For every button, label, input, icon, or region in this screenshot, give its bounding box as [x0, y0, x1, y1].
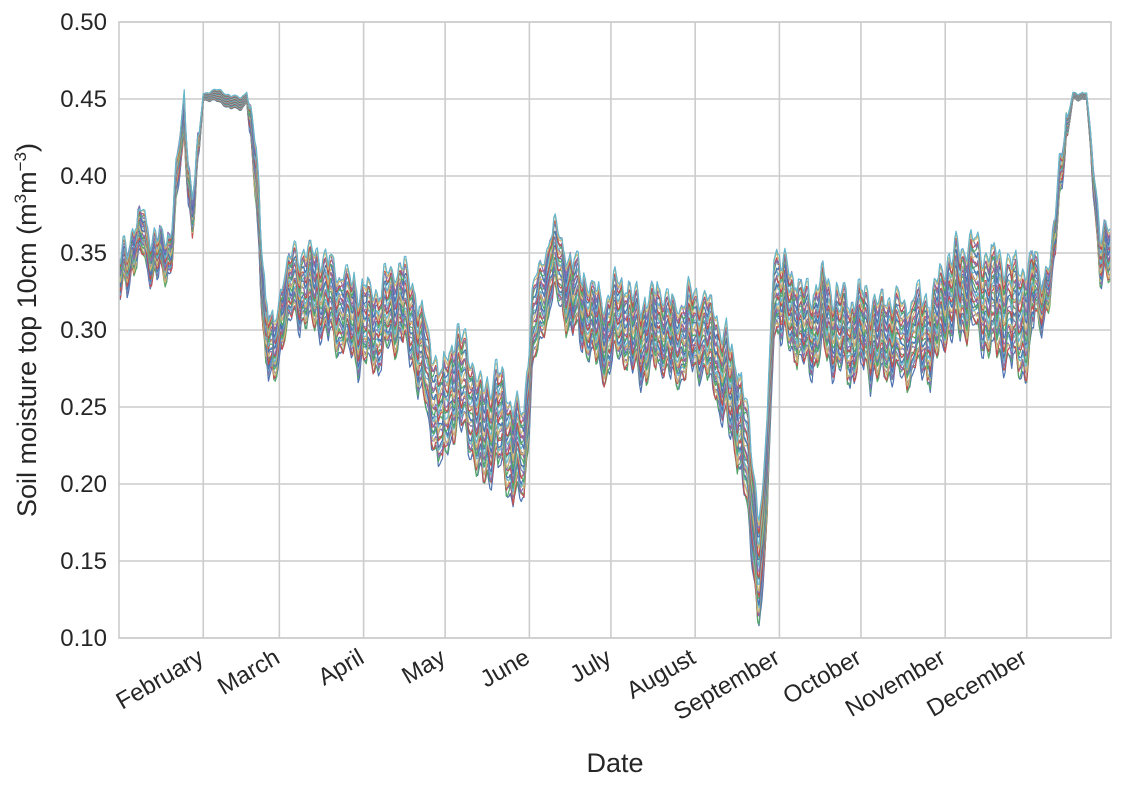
y-tick-label: 0.45: [60, 86, 107, 113]
x-axis-label: Date: [586, 748, 643, 778]
y-tick-label: 0.10: [60, 625, 107, 652]
series-group: [118, 88, 1112, 627]
y-tick-label: 0.50: [60, 9, 107, 36]
ensemble-member-line: [118, 88, 1112, 522]
plot-frame: [118, 21, 1112, 639]
ensemble-member-line: [118, 94, 1112, 579]
ensemble-member-line: [118, 91, 1112, 548]
y-tick-label: 0.25: [60, 394, 107, 421]
y-tick-label: 0.15: [60, 548, 107, 575]
y-tick-label: 0.35: [60, 240, 107, 267]
ensemble-member-line: [118, 96, 1112, 613]
y-axis-label-main: Soil moisture top 10cm (m: [12, 203, 42, 517]
y-tick-label: 0.40: [60, 163, 107, 190]
x-tick-label: February: [112, 644, 209, 715]
y-axis-label-sup1: 3: [11, 194, 30, 203]
ensemble-member-line: [118, 96, 1112, 600]
x-tick-label: June: [476, 644, 535, 693]
x-axis-ticks: February March April May June July AugustSepte…: [112, 644, 1032, 726]
y-axis-label-mid: m: [12, 171, 42, 194]
x-tick-label: April: [314, 644, 369, 691]
x-tick-label: July: [565, 644, 615, 689]
ensemble-member-line: [118, 97, 1112, 617]
y-tick-label: 0.20: [60, 471, 107, 498]
y-tick-label: 0.30: [60, 317, 107, 344]
y-axis-label: Soil moisture top 10cm (m3m−3): [11, 143, 42, 517]
ensemble-member-line: [118, 89, 1112, 529]
y-axis-ticks: 0.10 0.15 0.20 0.25 0.30 0.35 0.40 0.45 0.50: [60, 9, 107, 652]
ensemble-member-line: [118, 92, 1112, 561]
y-axis-label-end: ): [12, 143, 42, 152]
ensemble-member-line: [118, 90, 1112, 538]
y-axis-label-sup2: −3: [11, 152, 30, 171]
x-tick-label: March: [213, 644, 284, 701]
x-tick-label: May: [397, 644, 450, 690]
